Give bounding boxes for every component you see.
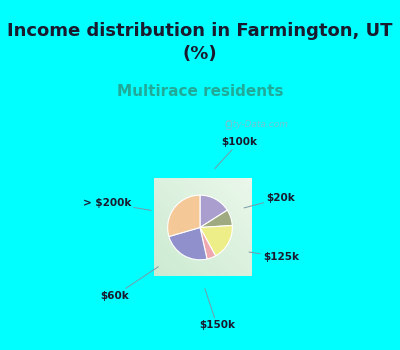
Wedge shape (200, 228, 216, 259)
Text: $20k: $20k (244, 193, 295, 208)
Wedge shape (169, 228, 207, 260)
Wedge shape (200, 225, 232, 256)
Text: $100k: $100k (215, 137, 257, 169)
Text: $150k: $150k (199, 289, 235, 330)
Text: Multirace residents: Multirace residents (117, 84, 283, 99)
Wedge shape (200, 195, 227, 228)
Wedge shape (168, 195, 200, 237)
Text: ⓘ: ⓘ (225, 120, 231, 130)
Text: $125k: $125k (249, 252, 299, 262)
Text: $60k: $60k (100, 267, 158, 301)
Text: Income distribution in Farmington, UT
(%): Income distribution in Farmington, UT (%… (7, 22, 393, 63)
Text: City-Data.com: City-Data.com (224, 120, 288, 129)
Wedge shape (200, 210, 232, 228)
Text: > $200k: > $200k (83, 198, 151, 210)
